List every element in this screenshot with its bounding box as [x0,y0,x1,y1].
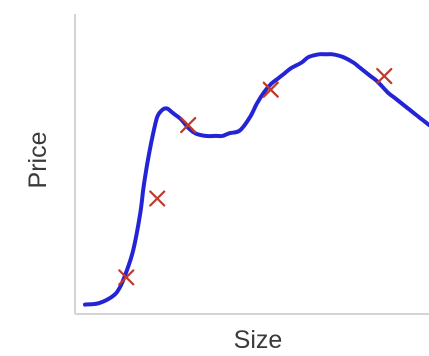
fitted-curve-line [83,52,429,307]
data-point-marker [262,81,279,98]
data-point-marker [149,190,166,207]
data-point-marker [376,67,393,85]
data-point-marker [118,269,135,286]
data-point-markers [118,67,393,286]
y-axis-label: Price [24,132,52,189]
data-point-marker [180,116,197,134]
x-axis-label: Size [234,326,283,354]
